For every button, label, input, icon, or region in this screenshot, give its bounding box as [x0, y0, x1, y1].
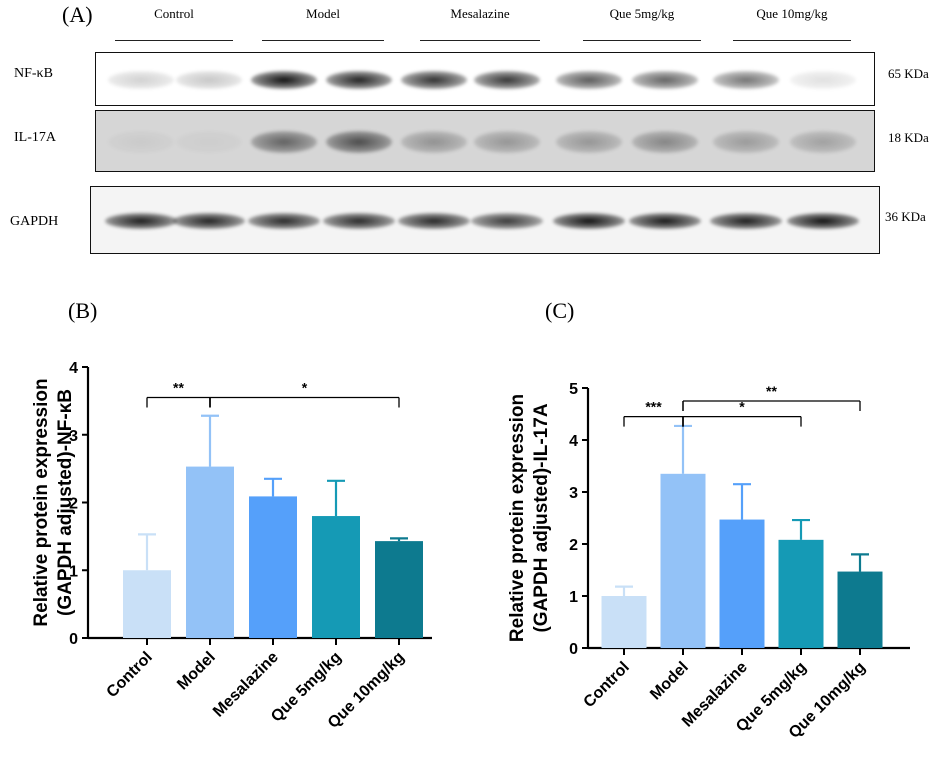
- blot-band: [176, 71, 242, 89]
- panel-label-b: (B): [68, 298, 98, 323]
- blot-band: [471, 213, 543, 229]
- blot-band: [251, 71, 317, 89]
- x-tick-label: Model: [174, 649, 219, 694]
- blot-band: [790, 71, 856, 89]
- group-underline-mesalazine: [420, 40, 540, 41]
- group-underline-que5: [583, 40, 701, 41]
- significance-stars: ***: [645, 399, 662, 415]
- blot-band: [105, 213, 177, 229]
- significance-stars: *: [739, 399, 745, 415]
- y-axis-label: (GAPDH adjusted)-NF-κB: [55, 389, 76, 616]
- blot-band: [556, 71, 622, 89]
- blot-band: [248, 213, 320, 229]
- bar: [778, 539, 824, 648]
- y-axis-label: Relative protein expression: [507, 394, 528, 642]
- blot-band: [713, 71, 779, 89]
- x-tick-label: Control: [104, 649, 156, 701]
- y-tick-label: 1: [69, 563, 78, 580]
- bar: [249, 496, 297, 638]
- lane-header-que10: Que 10mg/kg: [756, 6, 828, 21]
- bar: [312, 516, 360, 638]
- blot-strip-gapdh: [90, 186, 880, 254]
- x-tick-label: Control: [581, 659, 633, 711]
- x-tick-label: Model: [647, 659, 692, 704]
- size-label-il17a: 18 KDa: [888, 130, 929, 145]
- blot-band: [251, 131, 317, 153]
- blot-band: [398, 213, 470, 229]
- bar: [601, 596, 647, 648]
- lane-header-control: Control: [154, 6, 194, 21]
- blot-band: [713, 131, 779, 153]
- y-tick-label: 4: [569, 433, 578, 450]
- bar-chart-nfkb: Relative protein expression (GAPDH adjust…: [31, 360, 432, 732]
- y-tick-label: 1: [569, 589, 578, 606]
- y-tick-label: 5: [569, 381, 578, 398]
- protein-label-nfkb: NF-κB: [14, 66, 53, 81]
- blot-band: [474, 131, 540, 153]
- y-tick-label: 4: [69, 360, 78, 377]
- y-tick-label: 0: [69, 631, 78, 648]
- bar: [375, 541, 423, 638]
- significance-stars: **: [173, 379, 184, 395]
- blot-band: [790, 131, 856, 153]
- group-underline-model: [262, 40, 384, 41]
- blot-band: [176, 131, 242, 153]
- significance-stars: **: [766, 383, 777, 399]
- bar: [660, 473, 706, 648]
- bar: [719, 519, 765, 648]
- blot-band: [323, 213, 395, 229]
- blot-band: [710, 213, 782, 229]
- y-tick-label: 0: [569, 641, 578, 658]
- blot-band: [632, 71, 698, 89]
- group-underline-que10: [733, 40, 851, 41]
- western-blot-panel: (A) Control Model Mesalazine Que 5mg/kg …: [0, 0, 941, 270]
- blot-band: [632, 131, 698, 153]
- blot-band: [326, 131, 392, 153]
- group-underline-control: [115, 40, 233, 41]
- blot-strip-nfkb: [95, 52, 875, 106]
- y-axis-label: Relative protein expression: [31, 378, 52, 626]
- protein-label-gapdh: GAPDH: [10, 214, 59, 229]
- blot-band: [108, 71, 174, 89]
- protein-label-il17a: IL-17A: [14, 130, 56, 145]
- y-tick-label: 3: [69, 428, 78, 445]
- blot-band: [401, 71, 467, 89]
- significance-stars: *: [302, 379, 308, 395]
- bar: [186, 466, 234, 638]
- blot-band: [787, 213, 859, 229]
- panel-label-a: (A): [62, 2, 93, 27]
- blot-strip-il17a: [95, 110, 875, 172]
- size-label-gapdh: 36 KDa: [885, 209, 926, 224]
- blot-band: [474, 71, 540, 89]
- bar-chart-il17a: Relative protein expression (GAPDH adjust…: [507, 381, 910, 742]
- lane-header-que5: Que 5mg/kg: [609, 6, 675, 21]
- y-axis-label: (GAPDH adjusted)-IL-17A: [531, 403, 552, 632]
- blot-band: [401, 131, 467, 153]
- lane-header-mesalazine: Mesalazine: [450, 6, 510, 21]
- blot-band: [173, 213, 245, 229]
- blot-band: [108, 131, 174, 153]
- blot-band: [556, 131, 622, 153]
- blot-band: [629, 213, 701, 229]
- y-tick-label: 2: [69, 496, 78, 513]
- panel-label-c: (C): [545, 298, 575, 323]
- bar: [837, 571, 883, 648]
- lane-header-model: Model: [306, 6, 340, 21]
- size-label-nfkb: 65 KDa: [888, 66, 929, 81]
- y-tick-label: 3: [569, 485, 578, 502]
- blot-band: [326, 71, 392, 89]
- y-tick-label: 2: [569, 537, 578, 554]
- blot-band: [553, 213, 625, 229]
- bar: [123, 570, 171, 638]
